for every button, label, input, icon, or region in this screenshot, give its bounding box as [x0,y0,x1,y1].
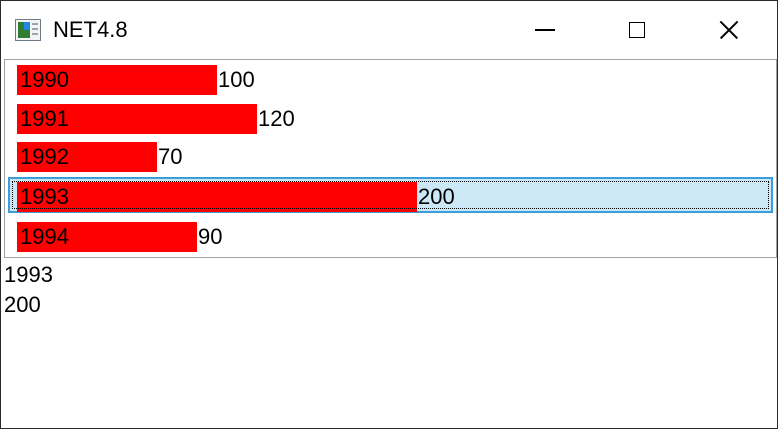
value-label: 90 [198,224,223,249]
window-title: NET4.8 [53,17,128,42]
minimize-button[interactable] [499,1,591,59]
list-item[interactable]: 1992 70 [8,137,773,173]
value-label: 120 [258,106,295,131]
bar [17,104,257,134]
close-button[interactable] [683,1,775,59]
value-label: 70 [158,144,183,169]
list-item[interactable]: 1990 100 [8,60,773,96]
bar [17,182,417,212]
list-item[interactable]: 1994 90 [8,217,773,253]
focus-rectangle [12,181,769,209]
year-label: 1990 [20,67,69,92]
list-item[interactable]: 1993 200 [8,177,773,213]
year-label: 1992 [20,144,69,169]
value-label: 100 [218,67,255,92]
title-bar[interactable]: NET4.8 [1,1,777,59]
year-label: 1993 [20,184,69,209]
selected-year-label: 1993 [4,262,53,287]
maximize-icon [629,22,645,38]
app-window-icon [15,19,41,41]
value-label: 200 [418,184,455,209]
selected-value-label: 200 [4,292,41,317]
year-listbox[interactable]: 1990 100 1991 120 1992 70 1993 200 1994 90 [4,59,777,258]
bar [17,222,197,252]
list-item[interactable]: 1991 120 [8,99,773,135]
maximize-button[interactable] [591,1,683,59]
close-icon [719,20,739,40]
bar [17,142,157,172]
bar [17,65,217,95]
year-label: 1994 [20,224,69,249]
minimize-icon [535,29,555,31]
year-label: 1991 [20,106,69,131]
